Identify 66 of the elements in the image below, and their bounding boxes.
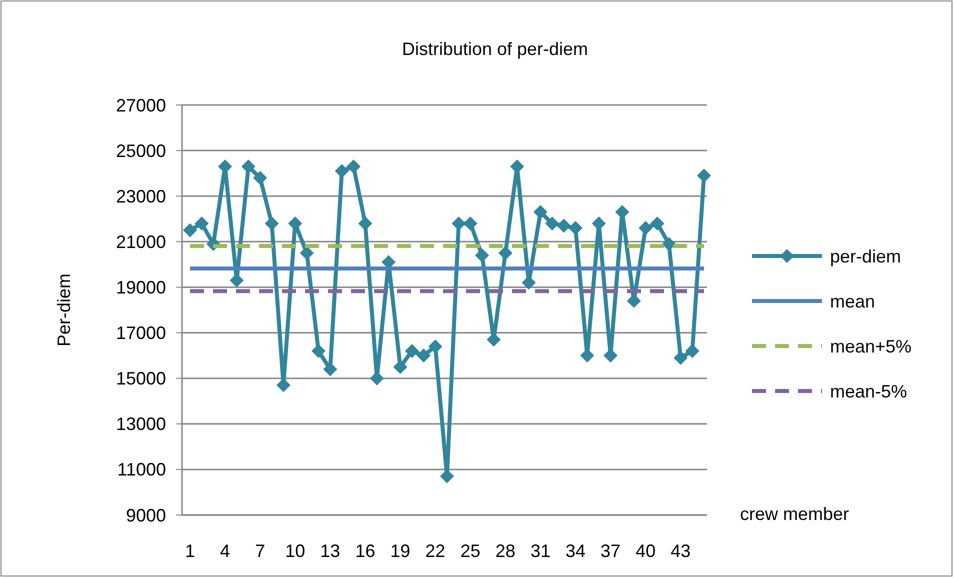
point: [568, 221, 582, 235]
point: [334, 164, 349, 178]
point: [674, 350, 688, 365]
x-tick-label: 10: [285, 541, 306, 561]
y-axis-title: Per-diem: [54, 273, 74, 347]
point: [533, 205, 548, 220]
point: [650, 216, 664, 230]
point: [276, 378, 290, 392]
point: [253, 170, 268, 185]
y-tick-label: 23000: [116, 186, 166, 206]
point: [194, 216, 209, 230]
point: [475, 248, 490, 262]
legend-label: per-diem: [830, 246, 902, 266]
x-tick-label: 31: [530, 541, 550, 561]
y-tick-label: 25000: [116, 140, 166, 161]
x-tick-label: 28: [495, 541, 516, 561]
x-tick-label: 1: [184, 541, 196, 561]
x-tick-label: 7: [255, 541, 266, 561]
x-tick-label: 19: [390, 541, 410, 561]
chart-title: Distribution of per-diem: [402, 39, 588, 59]
y-tick-label: 17000: [116, 323, 166, 344]
x-tick-label: 4: [220, 541, 230, 561]
y-tick-label: 27000: [116, 95, 166, 116]
x-tick-label: 40: [636, 541, 656, 561]
point: [697, 168, 711, 183]
point: [604, 348, 618, 363]
x-tick-label: 25: [460, 541, 480, 561]
point: [346, 160, 361, 174]
point: [685, 344, 700, 358]
point: [358, 216, 372, 230]
point: [545, 216, 560, 230]
y-tick-label: 15000: [116, 368, 166, 389]
point: [662, 236, 676, 251]
point: [452, 216, 466, 230]
legend-label: mean: [830, 291, 876, 312]
point: [428, 339, 442, 354]
point: [300, 246, 314, 260]
x-tick-label: 34: [565, 541, 586, 561]
point: [580, 348, 594, 363]
x-tick-label: 16: [355, 541, 376, 561]
point: [288, 216, 302, 230]
x-tick-label: 43: [670, 541, 691, 561]
x-axis-title: crew member: [740, 504, 850, 524]
point: [463, 216, 478, 230]
y-tick-label: 21000: [116, 232, 166, 252]
point: [556, 218, 571, 233]
point: [393, 360, 408, 374]
point: [183, 223, 197, 238]
point: [592, 216, 606, 230]
x-tick-label: 13: [320, 541, 340, 561]
point: [440, 469, 454, 484]
legend-label: mean-5%: [830, 381, 908, 402]
point: [312, 344, 326, 358]
y-tick-label: 19000: [116, 278, 166, 298]
point: [638, 221, 653, 235]
y-tick-label: 11000: [117, 460, 166, 480]
point: [404, 344, 419, 358]
legend-label: mean+5%: [830, 336, 912, 356]
point: [416, 348, 431, 363]
x-tick-label: 37: [600, 541, 621, 561]
y-tick-label: 13000: [116, 414, 166, 434]
point: [264, 216, 279, 230]
point: [498, 246, 512, 260]
point: [241, 160, 256, 174]
y-tick-label: 9000: [126, 505, 166, 526]
x-tick-label: 22: [425, 541, 446, 561]
